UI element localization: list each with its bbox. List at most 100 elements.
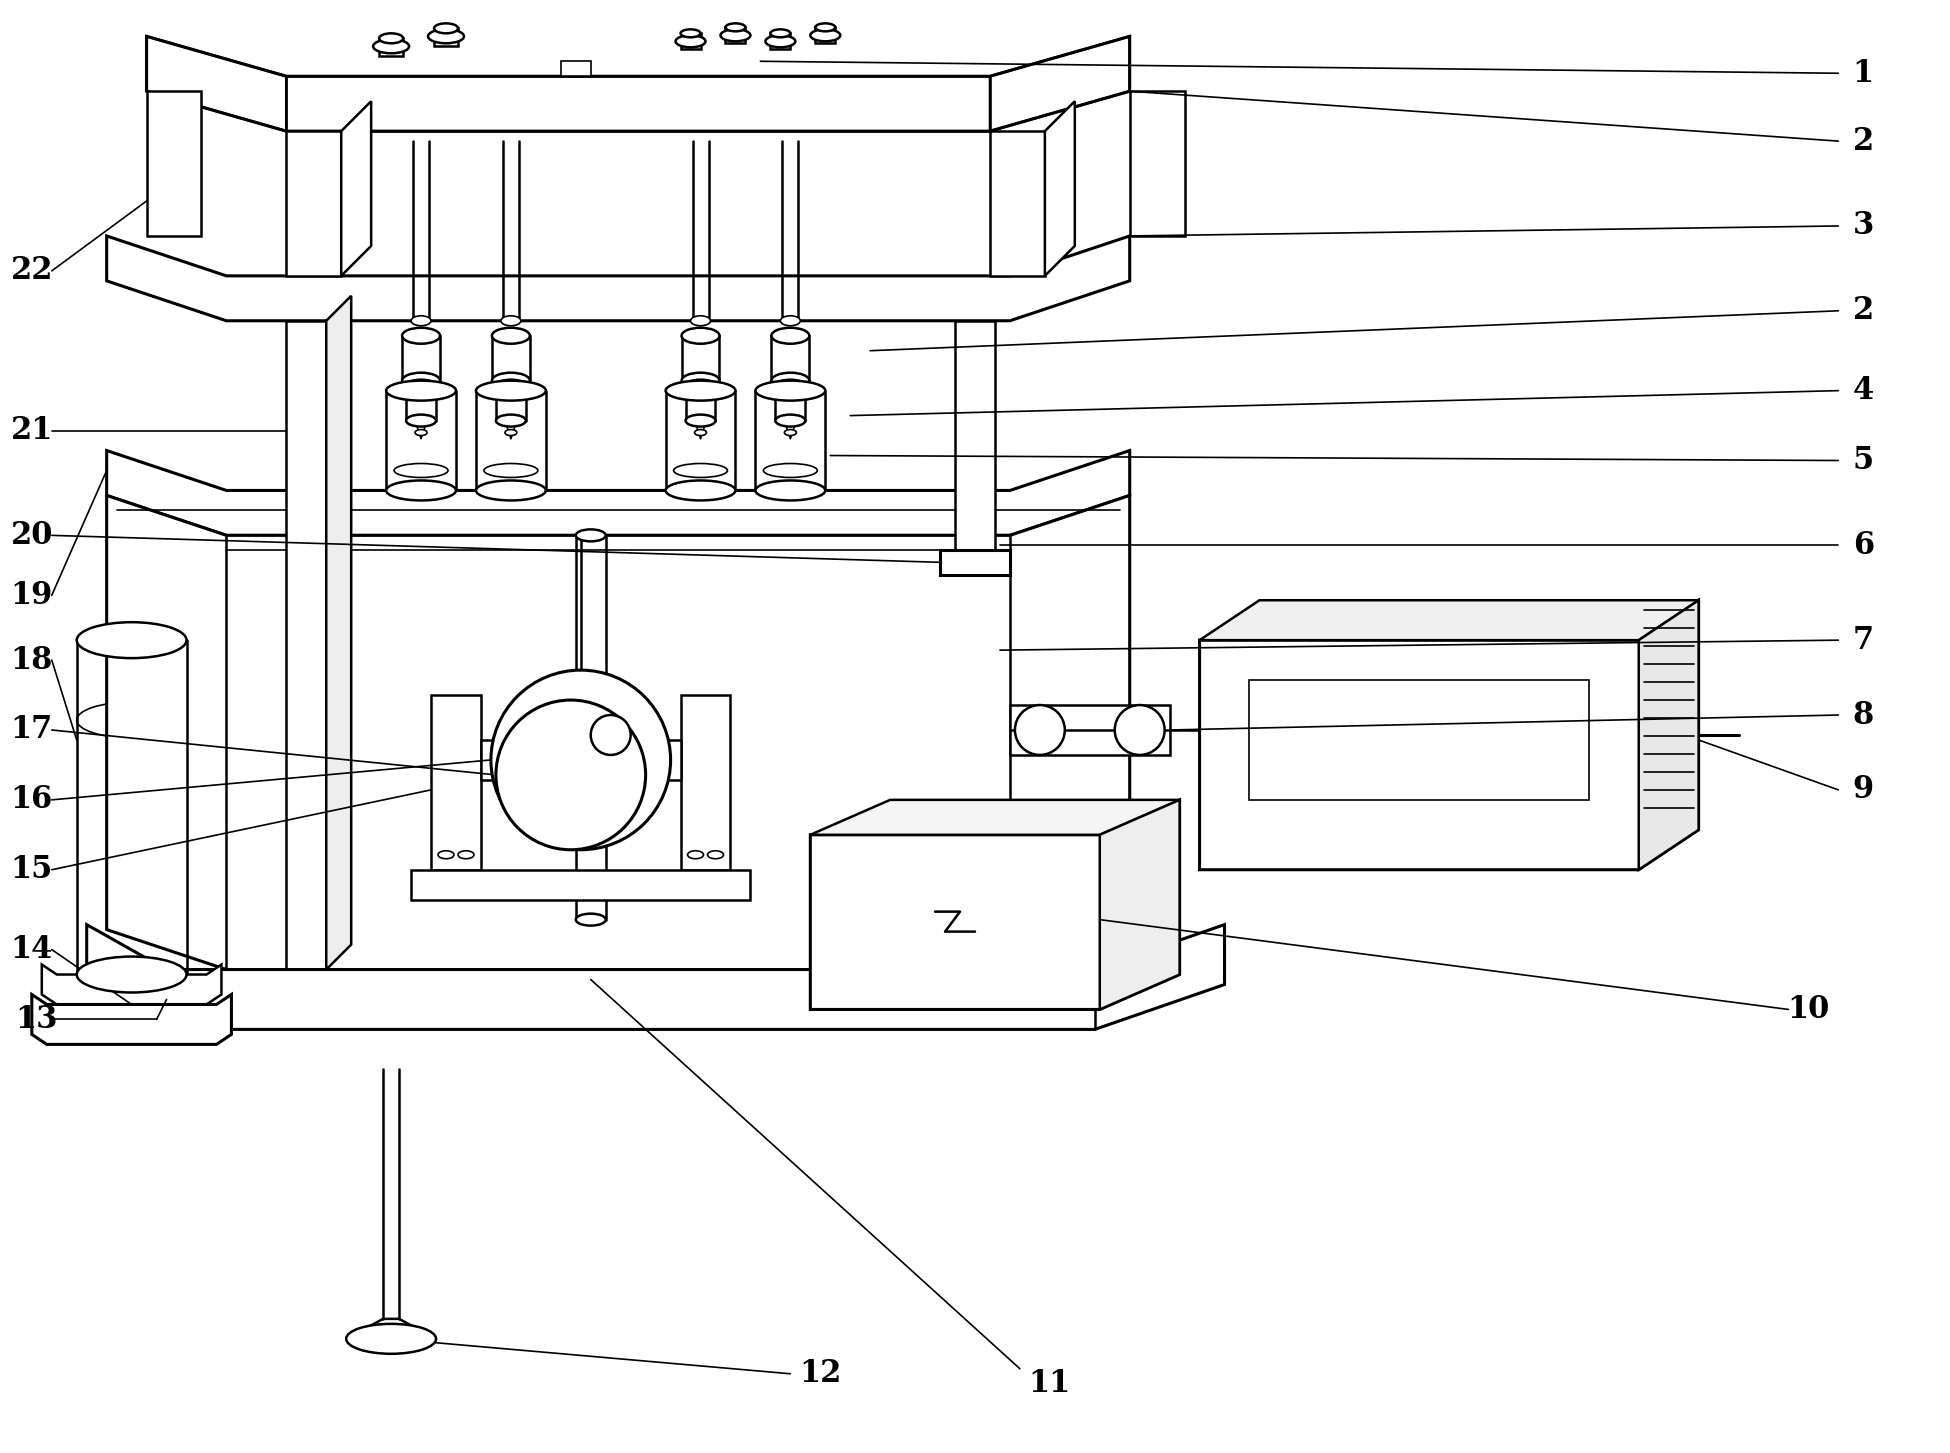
Bar — [435, 29, 458, 46]
Polygon shape — [491, 336, 530, 381]
Ellipse shape — [591, 715, 630, 756]
Polygon shape — [341, 102, 370, 276]
Text: 12: 12 — [800, 1359, 842, 1389]
Polygon shape — [107, 450, 1129, 535]
Ellipse shape — [772, 328, 809, 344]
Ellipse shape — [491, 328, 530, 344]
Ellipse shape — [76, 622, 187, 658]
Ellipse shape — [681, 29, 700, 38]
Polygon shape — [326, 296, 351, 969]
Ellipse shape — [708, 851, 723, 859]
Ellipse shape — [476, 381, 546, 401]
Ellipse shape — [811, 29, 840, 41]
Text: 17: 17 — [10, 715, 53, 745]
Ellipse shape — [784, 430, 796, 436]
Ellipse shape — [815, 23, 835, 32]
Bar — [562, 61, 591, 76]
Ellipse shape — [665, 381, 735, 401]
Ellipse shape — [575, 529, 606, 542]
Text: 7: 7 — [1852, 625, 1874, 655]
Ellipse shape — [755, 481, 825, 500]
Ellipse shape — [665, 481, 735, 500]
Text: 21: 21 — [10, 416, 53, 446]
Polygon shape — [287, 321, 326, 969]
Text: 6: 6 — [1852, 530, 1874, 561]
Ellipse shape — [406, 379, 437, 392]
Ellipse shape — [76, 956, 187, 992]
Polygon shape — [940, 551, 1010, 575]
Text: 4: 4 — [1852, 375, 1874, 407]
Polygon shape — [287, 131, 341, 276]
Polygon shape — [1129, 92, 1184, 235]
Ellipse shape — [402, 328, 441, 344]
Text: 15: 15 — [10, 854, 53, 885]
Polygon shape — [1199, 600, 1698, 870]
Ellipse shape — [495, 700, 645, 850]
Ellipse shape — [406, 414, 437, 427]
Polygon shape — [482, 740, 681, 780]
Ellipse shape — [378, 33, 404, 44]
Bar — [815, 28, 835, 44]
Text: 2: 2 — [1852, 125, 1874, 157]
Ellipse shape — [690, 315, 710, 325]
Text: 16: 16 — [10, 785, 53, 815]
Ellipse shape — [780, 315, 799, 325]
Ellipse shape — [386, 481, 456, 500]
Polygon shape — [1199, 600, 1698, 641]
Ellipse shape — [402, 372, 441, 388]
Polygon shape — [1638, 600, 1698, 870]
Ellipse shape — [772, 372, 809, 388]
Ellipse shape — [415, 430, 427, 436]
Ellipse shape — [439, 851, 454, 859]
Text: 18: 18 — [10, 645, 53, 676]
Polygon shape — [86, 924, 1225, 1029]
Text: 20: 20 — [10, 520, 53, 551]
Text: 3: 3 — [1852, 211, 1874, 241]
Ellipse shape — [491, 372, 530, 388]
Ellipse shape — [386, 381, 456, 401]
Polygon shape — [681, 695, 731, 870]
Ellipse shape — [372, 39, 409, 54]
Ellipse shape — [435, 23, 458, 33]
Ellipse shape — [720, 29, 751, 41]
Polygon shape — [811, 799, 1180, 1010]
Polygon shape — [41, 965, 222, 1004]
Ellipse shape — [347, 1324, 437, 1354]
Polygon shape — [1100, 799, 1180, 1010]
Text: 5: 5 — [1852, 445, 1874, 477]
Ellipse shape — [476, 481, 546, 500]
Polygon shape — [411, 870, 751, 899]
Ellipse shape — [682, 328, 720, 344]
Ellipse shape — [575, 914, 606, 926]
Ellipse shape — [429, 29, 464, 44]
Ellipse shape — [686, 379, 716, 392]
Polygon shape — [107, 235, 1129, 321]
Polygon shape — [1045, 102, 1074, 276]
Ellipse shape — [776, 414, 805, 427]
Ellipse shape — [501, 315, 521, 325]
Ellipse shape — [686, 414, 716, 427]
Ellipse shape — [688, 851, 704, 859]
Polygon shape — [811, 799, 1180, 835]
Polygon shape — [402, 336, 441, 381]
Text: 14: 14 — [10, 934, 53, 965]
Ellipse shape — [675, 35, 706, 48]
Polygon shape — [107, 495, 1129, 969]
Polygon shape — [991, 131, 1045, 276]
Text: 1: 1 — [1852, 58, 1874, 89]
Ellipse shape — [1115, 705, 1164, 756]
Bar — [378, 38, 404, 57]
Ellipse shape — [458, 851, 474, 859]
Text: 11: 11 — [1030, 1369, 1071, 1399]
Bar — [681, 33, 700, 49]
Polygon shape — [682, 336, 720, 381]
Bar — [1250, 680, 1589, 799]
Ellipse shape — [495, 414, 526, 427]
Polygon shape — [956, 321, 994, 551]
Bar — [770, 33, 790, 49]
Polygon shape — [772, 336, 809, 381]
Text: 2: 2 — [1852, 295, 1874, 327]
Ellipse shape — [776, 379, 805, 392]
Text: 22: 22 — [10, 256, 53, 286]
Ellipse shape — [682, 372, 720, 388]
